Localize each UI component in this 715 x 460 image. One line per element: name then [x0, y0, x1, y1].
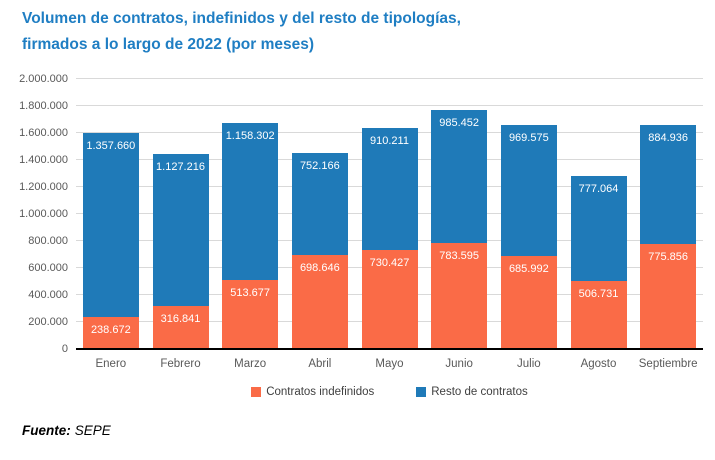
y-axis-tick-label: 400.000 [28, 289, 68, 301]
data-label: 985.452 [439, 117, 480, 130]
bar-segment-resto-de-contratos [431, 110, 488, 244]
source-label: Fuente: [22, 423, 71, 438]
y-axis-tick-label: 1.000.000 [19, 208, 68, 220]
data-label: 513.677 [230, 286, 271, 299]
gridline [76, 78, 703, 79]
bar-segment-resto-de-contratos [222, 123, 279, 280]
bar-segment-contratos-indefinidos [291, 254, 348, 349]
bar-segment-contratos-indefinidos [640, 244, 697, 349]
x-axis-label-agosto: Agosto [580, 358, 617, 370]
bar-segment-contratos-indefinidos [222, 279, 279, 349]
legend-label: Contratos indefinidos [266, 386, 375, 398]
chart-title-line-2: firmados a lo largo de 2022 (por meses) [22, 36, 315, 53]
data-label: 969.575 [508, 132, 549, 145]
bar-segment-contratos-indefinidos [152, 306, 209, 349]
stacked-bar-chart: 0 200.000 400.000 600.000 800.000 1.000.000 1.… [19, 73, 703, 370]
plot-area: 238.672 1.357.660 316.841 1.127.216 513.677 1… [76, 78, 703, 350]
data-label: 910.211 [370, 134, 409, 147]
gridline [76, 105, 703, 106]
bar-julio: 685.992 969.575 [500, 79, 557, 349]
legend-label: Resto de contratos [431, 386, 528, 398]
x-axis-label-enero: Enero [95, 358, 127, 370]
x-axis-label-julio: Julio [517, 358, 541, 370]
x-axis-label-abril: Abril [308, 358, 332, 370]
data-label: 752.166 [299, 160, 340, 173]
bar-segment-contratos-indefinidos [500, 256, 557, 349]
chart-title: Volumen de contratos, indefinidos y del … [22, 6, 461, 58]
y-axis-tick-label: 1.600.000 [19, 127, 68, 139]
x-axis-label-junio: Junio [445, 358, 473, 370]
y-axis-tick-label: 600.000 [28, 262, 68, 274]
bar-segment-resto-de-contratos [82, 133, 139, 317]
legend-item-resto-de-contratos: Resto de contratos [416, 386, 528, 398]
data-label: 506.731 [578, 287, 619, 300]
bar-enero: 238.672 1.357.660 [82, 79, 139, 349]
data-label: 1.127.216 [156, 161, 205, 174]
bar-agosto: 506.731 777.064 [570, 79, 627, 349]
y-axis-tick-label: 0 [61, 343, 68, 355]
bar-segment-contratos-indefinidos [431, 243, 488, 349]
bar-segment-resto-de-contratos [640, 124, 697, 245]
data-label: 238.672 [90, 323, 131, 336]
data-label: 685.992 [508, 263, 549, 276]
data-label: 316.841 [160, 313, 201, 326]
source-note: Fuente: SEPE [22, 423, 111, 438]
bar-segment-contratos-indefinidos [361, 250, 418, 349]
bar-junio: 783.595 985.452 [431, 79, 488, 349]
data-label: 775.856 [648, 251, 689, 264]
data-label: 777.064 [578, 182, 619, 195]
y-axis-tick-label: 800.000 [28, 235, 68, 247]
legend: Contratos indefinidos Resto de contratos [76, 384, 703, 400]
data-label: 698.646 [299, 261, 340, 274]
bar-segment-resto-de-contratos [361, 127, 418, 251]
legend-item-contratos-indefinidos: Contratos indefinidos [251, 386, 374, 398]
y-axis-tick-label: 1.800.000 [19, 100, 68, 112]
data-label: 884.936 [648, 131, 689, 144]
bar-segment-resto-de-contratos [570, 175, 627, 281]
data-label: 1.357.660 [86, 140, 136, 153]
bar-septiembre: 775.856 884.936 [640, 79, 697, 349]
y-axis-tick-label: 2.000.000 [19, 73, 68, 85]
data-label: 783.595 [439, 250, 480, 263]
chart-title-line-1: Volumen de contratos, indefinidos y del … [22, 10, 461, 27]
bar-febrero: 316.841 1.127.216 [152, 79, 209, 349]
bar-mayo: 730.427 910.211 [361, 79, 418, 349]
bar-marzo: 513.677 1.158.302 [222, 79, 279, 349]
x-axis-line [76, 348, 703, 350]
bar-abril: 698.646 752.166 [291, 79, 348, 349]
y-axis-tick-label: 200.000 [28, 316, 68, 328]
bar-segment-resto-de-contratos [500, 125, 557, 257]
bar-segment-contratos-indefinidos [82, 316, 139, 349]
legend-swatch-icon [251, 387, 262, 397]
x-axis-label-marzo: Marzo [234, 358, 267, 370]
bar-segment-resto-de-contratos [152, 154, 209, 307]
legend-swatch-icon [416, 387, 427, 397]
source-value: SEPE [74, 423, 111, 438]
x-axis-label-mayo: Mayo [375, 358, 404, 370]
y-axis-tick-label: 1.400.000 [19, 154, 68, 166]
x-axis-label-febrero: Febrero [160, 358, 201, 370]
data-label: 1.158.302 [225, 130, 275, 143]
bar-segment-resto-de-contratos [291, 153, 348, 255]
data-label: 730.427 [369, 257, 410, 270]
x-axis-label-septiembre: Septiembre [638, 358, 698, 370]
bar-segment-contratos-indefinidos [570, 280, 627, 349]
y-axis-tick-label: 1.200.000 [19, 181, 68, 193]
